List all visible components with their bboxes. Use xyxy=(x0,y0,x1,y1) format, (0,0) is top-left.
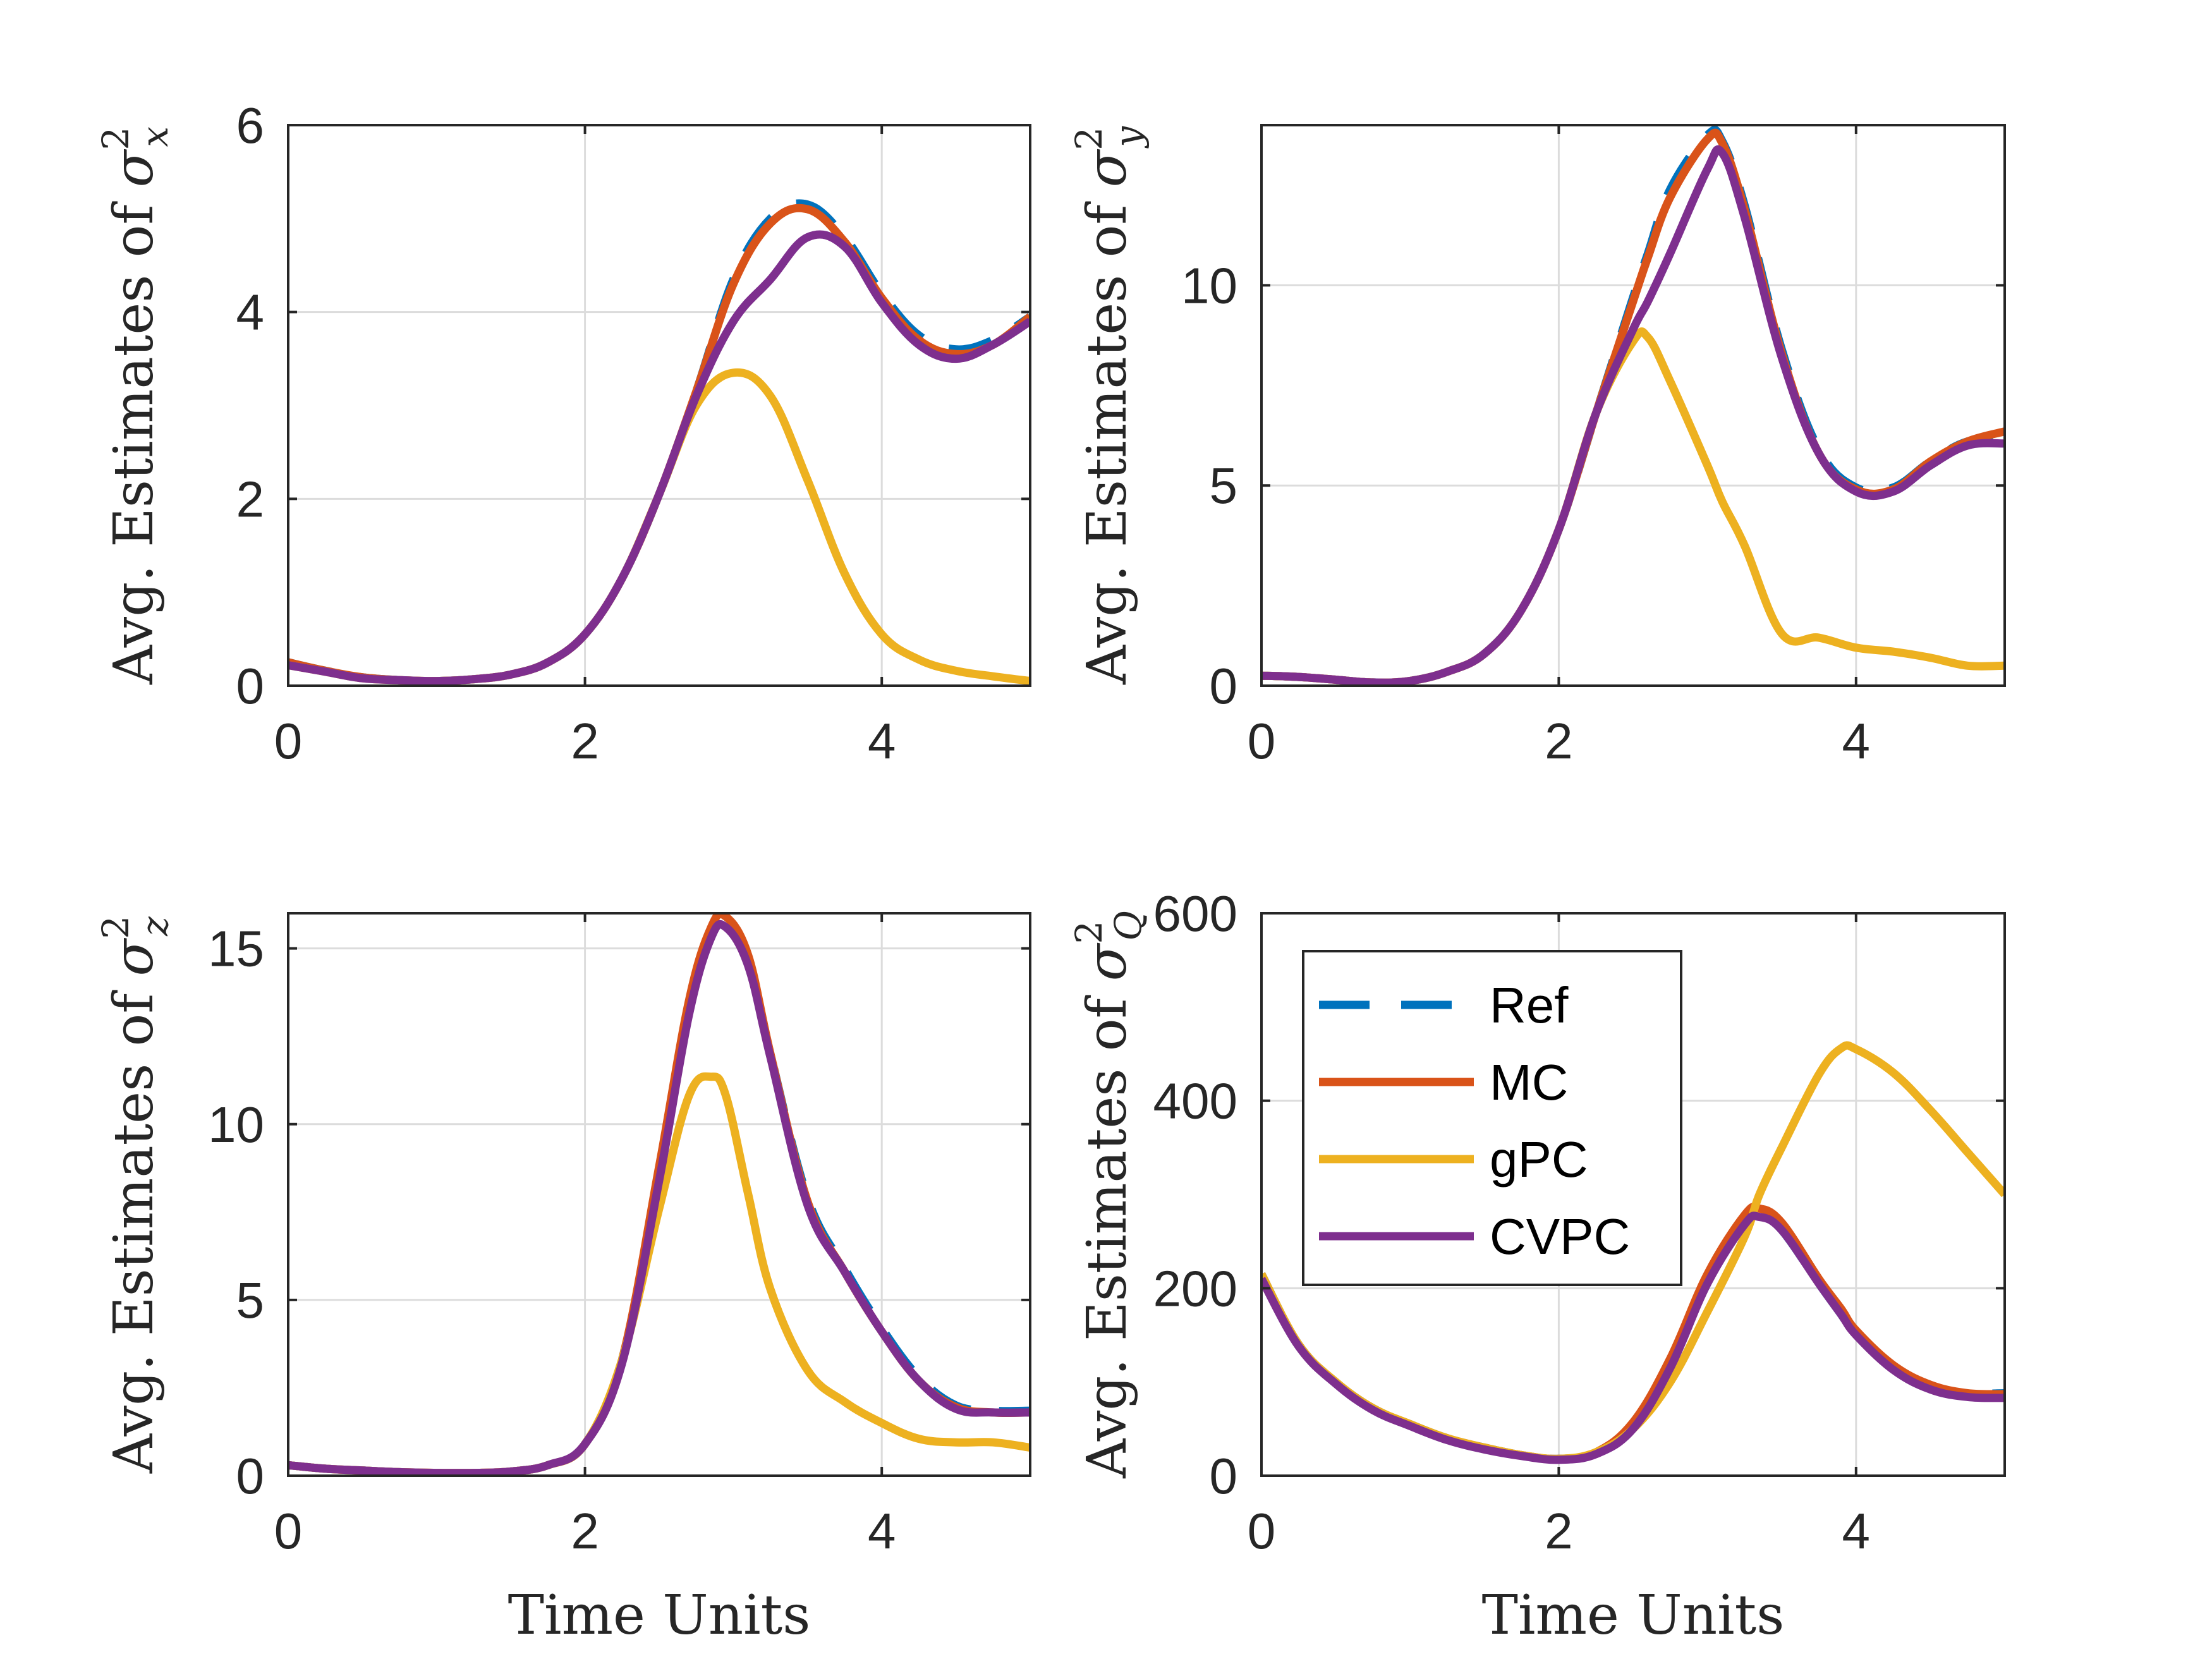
series-line-cvpc xyxy=(1261,1212,2005,1464)
series-line-cvpc xyxy=(288,920,1030,1476)
y-axis-label-superscript: 2 xyxy=(94,127,137,150)
y-tick-label: 5 xyxy=(236,1272,265,1328)
y-axis-label: Avg. Estimates of σ2x xyxy=(94,126,176,685)
axes-box xyxy=(287,124,1031,687)
x-tick-label: 0 xyxy=(1248,1503,1276,1559)
y-tick-label: 2 xyxy=(236,471,265,527)
x-tick-label: 0 xyxy=(1248,713,1276,769)
legend-label-ref: Ref xyxy=(1490,977,1569,1033)
y-tick-label: 10 xyxy=(1181,257,1237,313)
y-axis-label-text: Avg. Estimates of xyxy=(102,976,166,1474)
y-tick-label: 0 xyxy=(1210,658,1238,714)
y-axis-label-subscript: z xyxy=(133,916,176,937)
x-tick-label: 4 xyxy=(868,713,896,769)
series-group xyxy=(288,913,1030,1476)
x-tick-label: 2 xyxy=(1545,1503,1573,1559)
axes-box xyxy=(1260,124,2006,687)
y-axis-label-text: Avg. Estimates of xyxy=(1076,981,1139,1479)
x-tick-label: 2 xyxy=(571,1503,599,1559)
y-axis-label-symbol: σ xyxy=(102,938,166,976)
axes-box xyxy=(287,912,1031,1477)
y-tick-label: 400 xyxy=(1153,1073,1237,1129)
x-axis-label: Time Units xyxy=(508,1584,811,1647)
legend: Ref MC gPC CVPC xyxy=(1302,950,1682,1286)
y-tick-label: 4 xyxy=(236,284,265,341)
x-tick-label: 2 xyxy=(571,713,599,769)
y-axis-label-symbol: σ xyxy=(102,149,166,187)
y-tick-label: 10 xyxy=(208,1097,264,1153)
y-axis-label-symbol: σ xyxy=(1076,942,1139,981)
y-tick-label: 6 xyxy=(236,97,265,154)
y-tick-label: 0 xyxy=(236,658,265,714)
y-axis-label-text: Avg. Estimates of xyxy=(102,187,166,685)
y-axis-label: Avg. Estimates of σ2z xyxy=(94,916,176,1474)
y-axis-label-subscript: Q xyxy=(1107,911,1150,941)
x-tick-label: 2 xyxy=(1545,713,1573,769)
y-axis-label-superscript: 2 xyxy=(94,916,137,939)
x-tick-label: 0 xyxy=(274,713,303,769)
legend-label-mc: MC xyxy=(1490,1054,1568,1110)
series-line-cvpc xyxy=(1261,145,2005,686)
plot-area xyxy=(1261,125,2005,686)
y-axis-label: Avg. Estimates of σ2y xyxy=(1067,126,1150,685)
plot-area xyxy=(288,125,1030,686)
y-tick-label: 0 xyxy=(236,1448,265,1504)
y-tick-label: 5 xyxy=(1210,458,1238,514)
x-tick-label: 0 xyxy=(274,1503,303,1559)
x-tick-label: 4 xyxy=(1842,1503,1871,1559)
y-tick-label: 200 xyxy=(1153,1260,1237,1316)
axes-box xyxy=(1260,912,2006,1477)
y-tick-label: 15 xyxy=(208,921,264,977)
y-axis-label-superscript: 2 xyxy=(1067,127,1110,150)
y-axis-label: Avg. Estimates of σ2Q xyxy=(1067,911,1150,1479)
legend-label-cvpc: CVPC xyxy=(1490,1208,1630,1265)
y-tick-label: 0 xyxy=(1210,1448,1238,1504)
x-tick-label: 4 xyxy=(868,1503,896,1559)
y-axis-label-superscript: 2 xyxy=(1067,921,1110,944)
y-tick-label: 600 xyxy=(1153,885,1237,942)
y-axis-label-subscript: x xyxy=(133,126,176,147)
y-axis-label-symbol: σ xyxy=(1076,149,1139,187)
series-group xyxy=(1261,1041,2005,1464)
series-group xyxy=(1261,126,2005,686)
y-axis-label-subscript: y xyxy=(1107,126,1150,149)
x-axis-label: Time Units xyxy=(1482,1584,1785,1647)
y-axis-label-text: Avg. Estimates of xyxy=(1076,187,1139,685)
series-line-cvpc xyxy=(288,230,1030,686)
series-group xyxy=(288,199,1030,686)
legend-label-gpc: gPC xyxy=(1490,1131,1588,1188)
x-tick-label: 4 xyxy=(1842,713,1871,769)
